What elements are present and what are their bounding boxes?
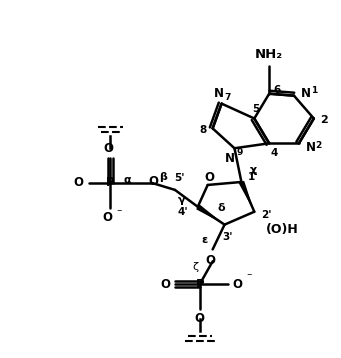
Text: O: O — [74, 176, 84, 189]
Text: O: O — [233, 278, 242, 291]
Text: O: O — [195, 312, 205, 325]
Text: 2: 2 — [320, 116, 328, 126]
Text: 1': 1' — [248, 172, 258, 182]
Text: N: N — [301, 87, 311, 100]
Text: ⁻: ⁻ — [247, 272, 252, 282]
Text: 5': 5' — [175, 173, 185, 183]
Text: N: N — [306, 141, 316, 154]
Text: 4: 4 — [270, 148, 278, 158]
Text: 9: 9 — [236, 148, 242, 157]
Polygon shape — [196, 204, 225, 224]
Text: P: P — [195, 278, 204, 291]
Text: α: α — [123, 175, 131, 185]
Text: O: O — [104, 142, 114, 155]
Text: N: N — [213, 87, 224, 100]
Text: ζ: ζ — [193, 262, 199, 272]
Text: 1: 1 — [311, 86, 317, 95]
Text: γ: γ — [178, 195, 186, 205]
Text: 4': 4' — [178, 207, 188, 217]
Text: ⁻: ⁻ — [116, 208, 122, 218]
Text: χ: χ — [250, 165, 257, 175]
Text: β: β — [159, 172, 167, 182]
Text: 5: 5 — [253, 103, 260, 113]
Polygon shape — [239, 181, 254, 212]
Text: O: O — [160, 278, 170, 291]
Text: 7: 7 — [224, 93, 231, 102]
Text: O: O — [206, 254, 216, 267]
Text: NH₂: NH₂ — [255, 48, 283, 61]
Text: O: O — [103, 211, 113, 224]
Text: O: O — [205, 170, 215, 184]
Text: O: O — [148, 175, 158, 188]
Text: δ: δ — [218, 203, 225, 213]
Text: 3': 3' — [222, 232, 233, 242]
Text: ε: ε — [202, 236, 208, 246]
Text: (O)H: (O)H — [266, 223, 298, 236]
Text: N: N — [224, 152, 235, 165]
Text: 8: 8 — [199, 125, 206, 135]
Text: P: P — [106, 176, 115, 189]
Text: 6: 6 — [273, 85, 281, 95]
Text: 2': 2' — [261, 210, 271, 220]
Text: 2: 2 — [316, 141, 322, 150]
